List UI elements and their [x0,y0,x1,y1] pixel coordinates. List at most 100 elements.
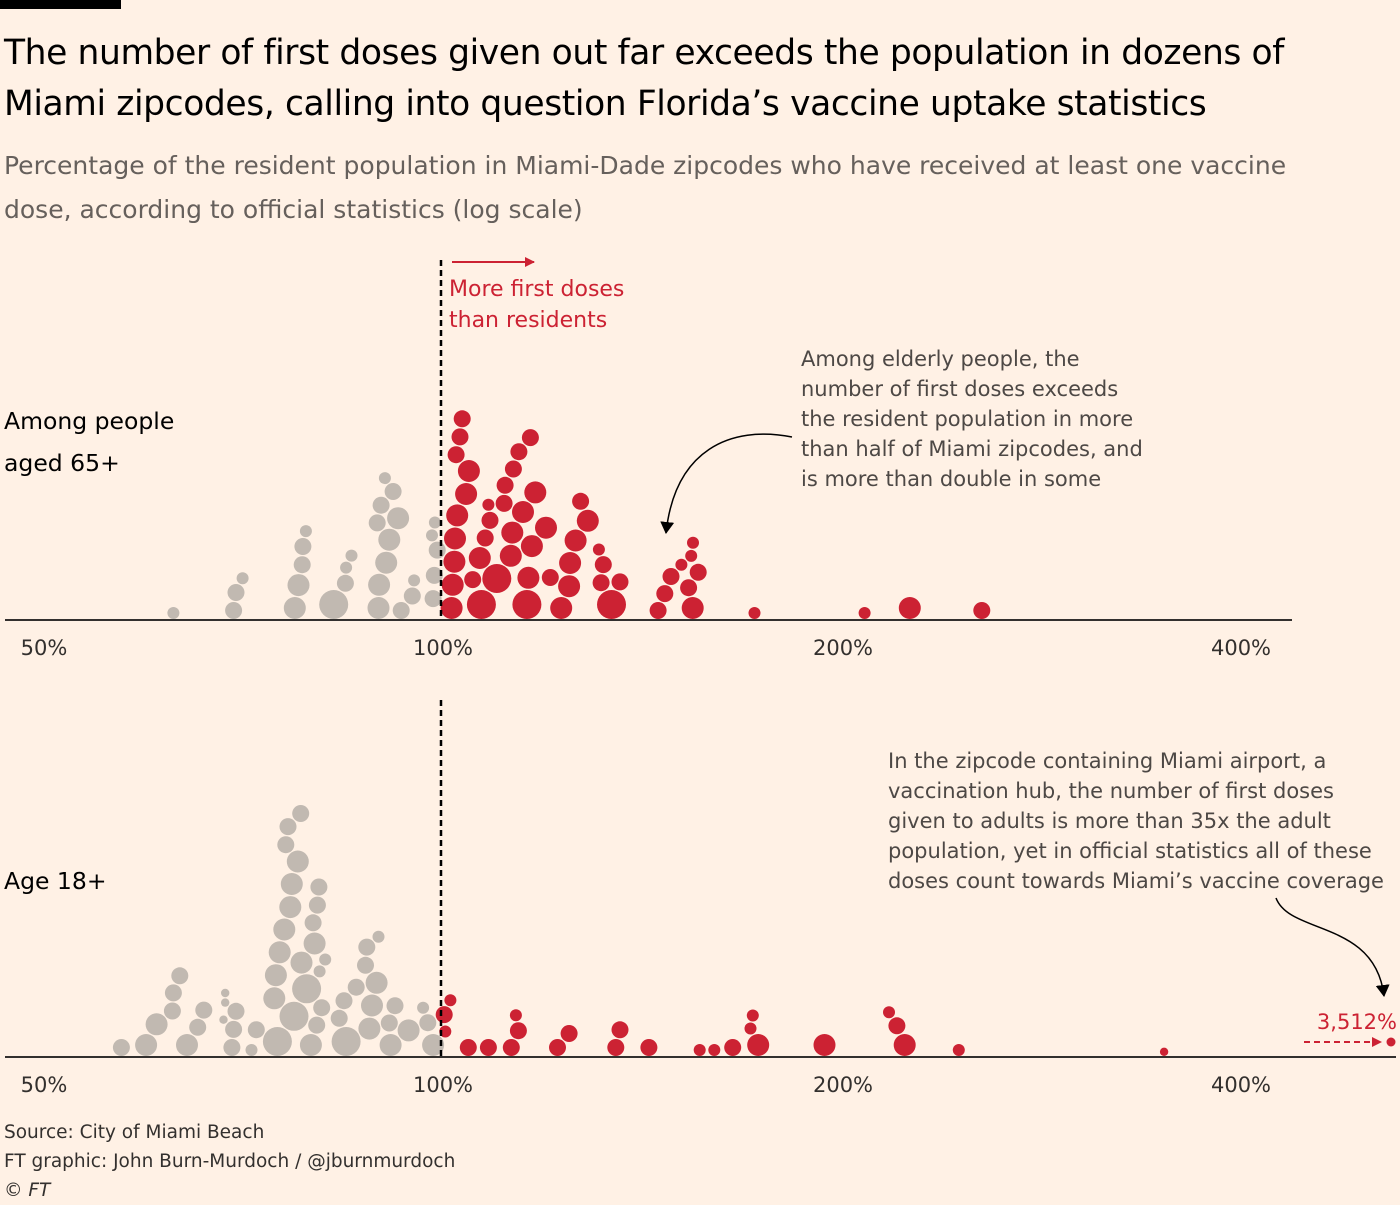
zipcode-bubble [440,597,463,619]
zipcode-bubble [479,1039,497,1056]
zipcode-bubble [299,525,312,538]
zipcode-bubble [813,1034,836,1056]
chart-title: The number of first doses given out far … [4,33,1285,124]
zipcode-bubble [883,1006,895,1019]
ft-header-rule [0,0,121,9]
zipcode-bubble [419,1014,437,1032]
zipcode-bubble [464,571,482,589]
zipcode-bubble [675,558,688,571]
zipcode-bubble [378,472,391,485]
x-tick-label: 50% [21,1073,68,1097]
zipcode-bubble [747,1034,770,1056]
zipcode-bubble [227,584,245,601]
zipcode-bubble [225,602,243,619]
zipcode-bubble [403,587,421,605]
zipcode-bubble [292,974,322,1004]
annotation-arrow [660,433,793,534]
reference-label-line-1: More first doses [449,277,624,302]
zipcode-bubble [283,597,306,619]
zipcode-bubble [443,550,466,573]
chart-subtitle: Percentage of the resident population in… [4,151,1287,224]
zipcode-bubble [444,994,457,1007]
annotation-line: is more than double in some [801,467,1101,491]
zipcode-bubble [397,1019,420,1042]
annotation-line: In the zipcode containing Miami airport,… [888,749,1326,773]
zipcode-bubble [428,541,446,559]
zipcode-bubble [898,597,921,619]
annotation-line: number of first doses exceeds [801,377,1118,401]
zipcode-bubble [656,585,674,603]
zipcode-bubble [496,476,514,494]
zipcode-bubble [268,941,291,964]
zipcode-bubble [225,1020,243,1038]
zipcode-bubble [607,1039,625,1056]
zipcode-bubble [378,528,401,551]
zipcode-bubble [277,836,295,854]
annotation-line: vaccination hub, the number of first dos… [888,779,1334,803]
panel-aged-65-plus: Among people aged 65+ 50% 100% 200% 400%… [4,257,1292,660]
x-tick-label: 400% [1211,1073,1271,1097]
zipcode-bubble [435,1006,453,1024]
annotation-line: given to adults is more than 35x the adu… [888,809,1331,833]
zipcode-bubble [453,410,471,428]
zipcode-bubble [424,590,442,608]
zipcode-bubble [520,535,543,558]
zipcode-bubble [392,602,410,619]
zipcode-bubble [640,1039,658,1056]
zipcode-bubble [340,561,353,574]
annotation-arrow [1275,897,1390,997]
zipcode-bubble [247,1021,265,1039]
zipcode-bubble [299,1034,322,1056]
zipcode-bubble [263,987,286,1010]
zipcode-bubble [746,1009,759,1022]
source-note: Source: City of Miami Beach [4,1122,265,1143]
zipcode-bubble [482,564,512,593]
zipcode-bubble [517,566,540,589]
zipcode-bubble [468,547,491,569]
x-tick-label: 400% [1211,636,1271,660]
zipcode-bubble [509,1009,522,1022]
zipcode-bubble [219,1015,228,1024]
zipcode-bubble [499,544,522,567]
zipcode-bubble [495,494,513,512]
zipcode-bubble [447,446,465,464]
zipcode-bubble [286,850,309,873]
zipcode-bubble [375,551,398,574]
zipcode-bubble [279,1001,309,1031]
zipcode-bubble [592,543,605,556]
zipcode-bubble [384,483,402,500]
zipcode-bubble [280,873,303,895]
zipcode-bubble [221,998,230,1007]
zipcode-bubble [176,1034,198,1056]
zipcode-bubble [446,504,469,527]
x-tick-label: 50% [21,636,68,660]
zipcode-bubble [693,1044,706,1056]
bubbles-aged-65-plus [167,410,991,619]
zipcode-bubble [708,1044,721,1056]
zipcode-bubble [294,538,312,555]
zipcode-bubble [227,1002,245,1020]
zipcode-bubble [279,818,297,836]
annotation-line: than half of Miami zipcodes, and [801,437,1143,461]
zipcode-bubble [135,1034,158,1056]
zipcode-bubble [426,529,438,542]
zipcode-bubble [195,1001,213,1019]
zipcode-bubble [367,597,390,619]
zipcode-bubble [681,597,704,619]
x-tick-label: 100% [413,1073,473,1097]
zipcode-bubble [476,529,494,547]
zipcode-bubble [541,569,559,586]
zipcode-bubble [417,1001,430,1014]
zipcode-bubble [576,509,599,532]
zipcode-bubble [524,481,547,504]
zipcode-bubble [164,984,182,1002]
zipcode-bubble [572,492,590,510]
graphic-credit: FT graphic: John Burn-Murdoch / @jburnmu… [4,1151,456,1172]
zipcode-bubble [189,1018,207,1036]
panel-label-line-1: Among people [4,407,174,435]
zipcode-bubble [748,607,761,619]
zipcode-bubble [358,1017,381,1040]
zipcode-bubble [428,516,441,529]
zipcode-bubble [379,1034,402,1056]
